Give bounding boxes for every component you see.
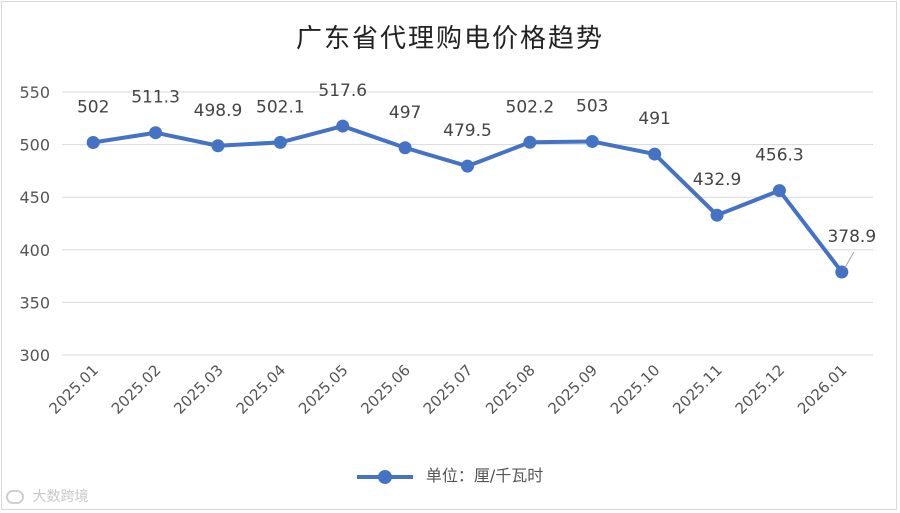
data-point bbox=[86, 135, 100, 149]
x-tick-label: 2025.07 bbox=[420, 361, 477, 418]
x-tick-label: 2025.09 bbox=[545, 361, 602, 418]
x-tick-label: 2025.02 bbox=[108, 361, 165, 418]
data-point bbox=[211, 139, 225, 153]
x-tick-label: 2025.08 bbox=[482, 361, 539, 418]
x-tick-label: 2025.12 bbox=[732, 361, 789, 418]
legend[interactable]: 单位：厘/千瓦时 bbox=[0, 462, 900, 486]
data-label: 502 bbox=[77, 97, 109, 117]
x-tick-label: 2025.03 bbox=[170, 361, 227, 418]
data-point bbox=[461, 159, 474, 173]
data-label: 456.3 bbox=[755, 146, 804, 166]
watermark-text: 大数跨境 bbox=[32, 489, 89, 505]
watermark: 大数跨境 bbox=[6, 486, 88, 506]
data-point bbox=[398, 141, 412, 155]
data-label: 432.9 bbox=[693, 170, 742, 190]
y-tick-label: 300 bbox=[19, 346, 50, 365]
data-label: 502.1 bbox=[256, 97, 305, 117]
x-tick-label: 2025.05 bbox=[295, 361, 352, 418]
data-label: 491 bbox=[638, 109, 670, 129]
y-tick-label: 550 bbox=[19, 83, 50, 102]
data-label: 503 bbox=[576, 96, 608, 116]
data-point bbox=[585, 134, 599, 148]
x-tick-label: 2025.06 bbox=[357, 361, 414, 418]
data-point bbox=[710, 208, 724, 222]
data-label: 378.9 bbox=[827, 227, 876, 247]
legend-marker-icon bbox=[356, 469, 413, 484]
x-tick-label: 2026.01 bbox=[794, 361, 851, 418]
data-label: 498.9 bbox=[194, 101, 243, 121]
y-tick-label: 400 bbox=[19, 241, 50, 260]
x-tick-label: 2025.04 bbox=[233, 361, 290, 418]
y-tick-label: 450 bbox=[19, 188, 50, 207]
data-label: 502.2 bbox=[506, 97, 555, 117]
data-point bbox=[523, 135, 537, 149]
chart-title: 广东省代理购电价格趋势 bbox=[295, 24, 604, 54]
data-label: 517.6 bbox=[318, 81, 367, 101]
data-label: 497 bbox=[389, 103, 421, 123]
legend-label: 单位：厘/千瓦时 bbox=[425, 466, 544, 485]
x-tick-label: 2025.01 bbox=[45, 361, 102, 418]
data-point bbox=[772, 184, 786, 198]
x-tick-label: 2025.11 bbox=[669, 361, 726, 418]
watermark-logo-icon bbox=[6, 490, 24, 504]
data-point bbox=[273, 135, 287, 149]
data-point bbox=[835, 265, 849, 279]
data-label-leader bbox=[844, 251, 855, 269]
y-tick-label: 500 bbox=[19, 136, 50, 155]
y-tick-label: 350 bbox=[19, 293, 50, 312]
x-tick-label: 2025.10 bbox=[607, 361, 664, 418]
data-point bbox=[336, 119, 350, 133]
data-label: 479.5 bbox=[443, 121, 492, 141]
data-point bbox=[648, 147, 662, 161]
data-label: 511.3 bbox=[131, 88, 180, 108]
data-point bbox=[149, 126, 163, 140]
